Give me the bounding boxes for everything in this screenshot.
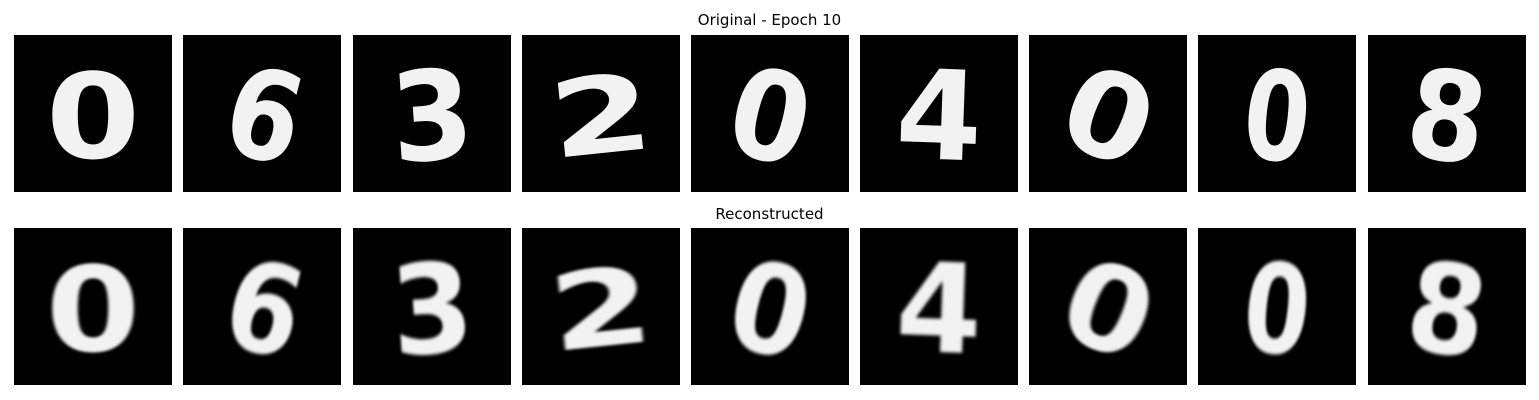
digit-image: 2 (522, 228, 680, 385)
digit-glyph: 3 (386, 42, 478, 192)
original-digit-panel: 4 (860, 35, 1018, 192)
digit-image: 4 (860, 228, 1018, 385)
original-digit-panel: 0 (14, 35, 172, 192)
digit-image: 6 (183, 228, 341, 385)
reconstructed-digit-panel: 0 (1029, 228, 1187, 385)
digit-glyph: 4 (893, 237, 984, 384)
digit-image: 8 (1368, 35, 1526, 192)
digit-image: 3 (353, 35, 511, 192)
digit-glyph: 0 (1237, 235, 1317, 385)
original-row-title: Original - Epoch 10 (697, 11, 842, 29)
digit-image: 3 (353, 228, 511, 385)
original-digit-panel: 0 (1029, 35, 1187, 192)
original-digit-panel: 6 (183, 35, 341, 192)
digit-image: 0 (691, 228, 849, 385)
digit-image: 0 (1198, 35, 1356, 192)
digit-glyph: 0 (46, 241, 140, 378)
original-digit-panel: 0 (691, 35, 849, 192)
reconstructed-digit-panel: 8 (1368, 228, 1526, 385)
digit-glyph: 4 (893, 44, 984, 191)
digit-glyph: 0 (1237, 42, 1317, 192)
reconstructed-digit-panel: 6 (183, 228, 341, 385)
digit-image: 8 (1368, 228, 1526, 385)
reconstructed-digit-panel: 0 (1198, 228, 1356, 385)
digit-image: 0 (691, 35, 849, 192)
digit-image: 4 (860, 35, 1018, 192)
digit-image: 0 (14, 35, 172, 192)
digit-image: 2 (522, 35, 680, 192)
digit-image: 0 (1198, 228, 1356, 385)
digit-image: 0 (1029, 228, 1187, 385)
reconstructed-digit-panel: 0 (691, 228, 849, 385)
original-digit-panel: 8 (1368, 35, 1526, 192)
original-digit-panel: 3 (353, 35, 511, 192)
original-digit-panel: 2 (522, 35, 680, 192)
reconstructed-digit-panel: 4 (860, 228, 1018, 385)
reconstructed-row-title: Reconstructed (715, 205, 824, 223)
digit-glyph: 2 (544, 50, 659, 183)
reconstructed-digit-panel: 2 (522, 228, 680, 385)
reconstructed-digit-panel: 3 (353, 228, 511, 385)
digit-image: 0 (1029, 35, 1187, 192)
digit-glyph: 0 (46, 48, 140, 185)
reconstructed-digit-panel: 0 (14, 228, 172, 385)
digit-glyph: 2 (544, 243, 659, 376)
digit-glyph: 3 (386, 235, 478, 385)
digit-image: 0 (14, 228, 172, 385)
original-digit-panel: 0 (1198, 35, 1356, 192)
digit-image: 6 (183, 35, 341, 192)
